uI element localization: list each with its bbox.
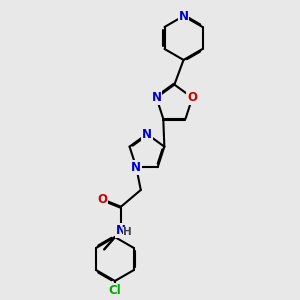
Text: O: O (188, 91, 197, 104)
Text: N: N (131, 160, 141, 174)
Text: N: N (152, 91, 161, 104)
Text: H: H (123, 227, 132, 237)
Text: N: N (178, 10, 188, 22)
Text: O: O (97, 193, 107, 206)
Text: N: N (142, 128, 152, 140)
Text: N: N (116, 224, 126, 237)
Text: Cl: Cl (109, 284, 121, 297)
